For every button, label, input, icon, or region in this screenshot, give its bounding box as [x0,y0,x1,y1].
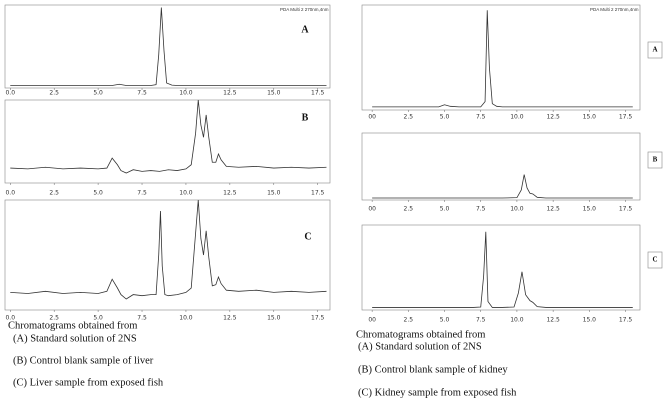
x-tick-label: 12.5 [223,90,237,97]
panel-label: B [653,156,658,164]
x-tick-label: 12.5 [546,206,560,213]
plot-frame [4,199,331,311]
x-tick-label: 10.0 [179,190,193,197]
panel-label: C [652,256,657,264]
x-tick-label: 7.5 [476,206,486,213]
plot-frame [361,4,641,111]
chromatogram-line [10,200,327,300]
x-tick-label: 17.5 [619,317,633,324]
x-tick-label: 5.0 [440,206,450,213]
caption-item: (C) Liver sample from exposed fish [13,377,164,388]
caption-item: (B) Control blank sample of liver [13,355,154,366]
x-tick-label: 15.0 [583,317,597,324]
x-tick-label: 10.0 [179,90,193,97]
x-tick-label: 2.5 [49,315,59,322]
annotation: PDA Multi 2 270nm,4nm [280,7,329,12]
x-tick-label: 17.5 [311,90,325,97]
x-tick-label: 7.5 [137,190,147,197]
x-tick-label: 2.5 [404,317,414,324]
x-tick-label: 0.0 [5,190,15,197]
panel-label: C [304,231,311,242]
x-tick-label: 12.5 [223,190,237,197]
x-tick-label: 5.0 [440,114,450,121]
chromatogram-line [372,231,633,308]
x-tick-label: 2.5 [49,190,59,197]
x-tick-label: 5.0 [93,315,103,322]
plot-frame [4,99,331,184]
chromatogram-line [372,174,633,199]
panel-label-box [647,251,663,269]
x-tick-label: 12.5 [546,114,560,121]
x-tick-label: 15.0 [267,315,281,322]
chromatogram-line [10,100,327,174]
caption-item: (C) Kidney sample from exposed fish [358,387,517,398]
x-tick-label: 17.5 [311,315,325,322]
x-tick-label: 00 [368,206,376,213]
x-tick-label: 17.5 [619,206,633,213]
x-tick-label: 5.0 [93,190,103,197]
x-tick-label: 00 [368,114,376,121]
panel-label-box [647,41,663,59]
x-tick-label: 2.5 [49,90,59,97]
caption-heading: Chromatograms obtained from [8,320,137,331]
x-tick-label: 7.5 [137,315,147,322]
caption-item: (A) Standard solution of 2NS [358,341,482,352]
x-tick-label: 10.0 [510,114,524,121]
x-tick-label: 2.5 [404,114,414,121]
x-tick-label: 7.5 [476,317,486,324]
x-tick-label: 10.0 [510,317,524,324]
x-tick-label: 15.0 [267,190,281,197]
x-tick-label: 00 [368,317,376,324]
x-tick-label: 0.0 [5,315,15,322]
caption-item: (A) Standard solution of 2NS [13,333,137,344]
panel-label-box [647,151,663,169]
x-tick-label: 15.0 [267,90,281,97]
plot-frame [361,132,641,201]
x-tick-label: 15.0 [583,206,597,213]
x-tick-label: 0.0 [5,90,15,97]
caption-item: (B) Control blank sample of kidney [358,364,508,375]
chromatogram-line [372,10,633,108]
x-tick-label: 7.5 [476,114,486,121]
x-tick-label: 12.5 [546,317,560,324]
x-tick-label: 5.0 [440,317,450,324]
chromatogram-line [10,7,327,86]
plot-frame [361,224,641,311]
x-tick-label: 10.0 [510,206,524,213]
x-tick-label: 17.5 [619,114,633,121]
x-tick-label: 15.0 [583,114,597,121]
panel-label: A [301,24,309,35]
x-tick-label: 12.5 [223,315,237,322]
x-tick-label: 5.0 [93,90,103,97]
plot-frame [4,4,331,89]
panel-label: B [302,112,309,123]
caption-heading: Chromatograms obtained from [356,329,485,340]
x-tick-label: 7.5 [137,90,147,97]
annotation: PDA Multi 2 270nm,4nm [590,7,639,12]
x-tick-label: 17.5 [311,190,325,197]
panel-label: A [652,46,657,54]
x-tick-label: 10.0 [179,315,193,322]
x-tick-label: 2.5 [404,206,414,213]
